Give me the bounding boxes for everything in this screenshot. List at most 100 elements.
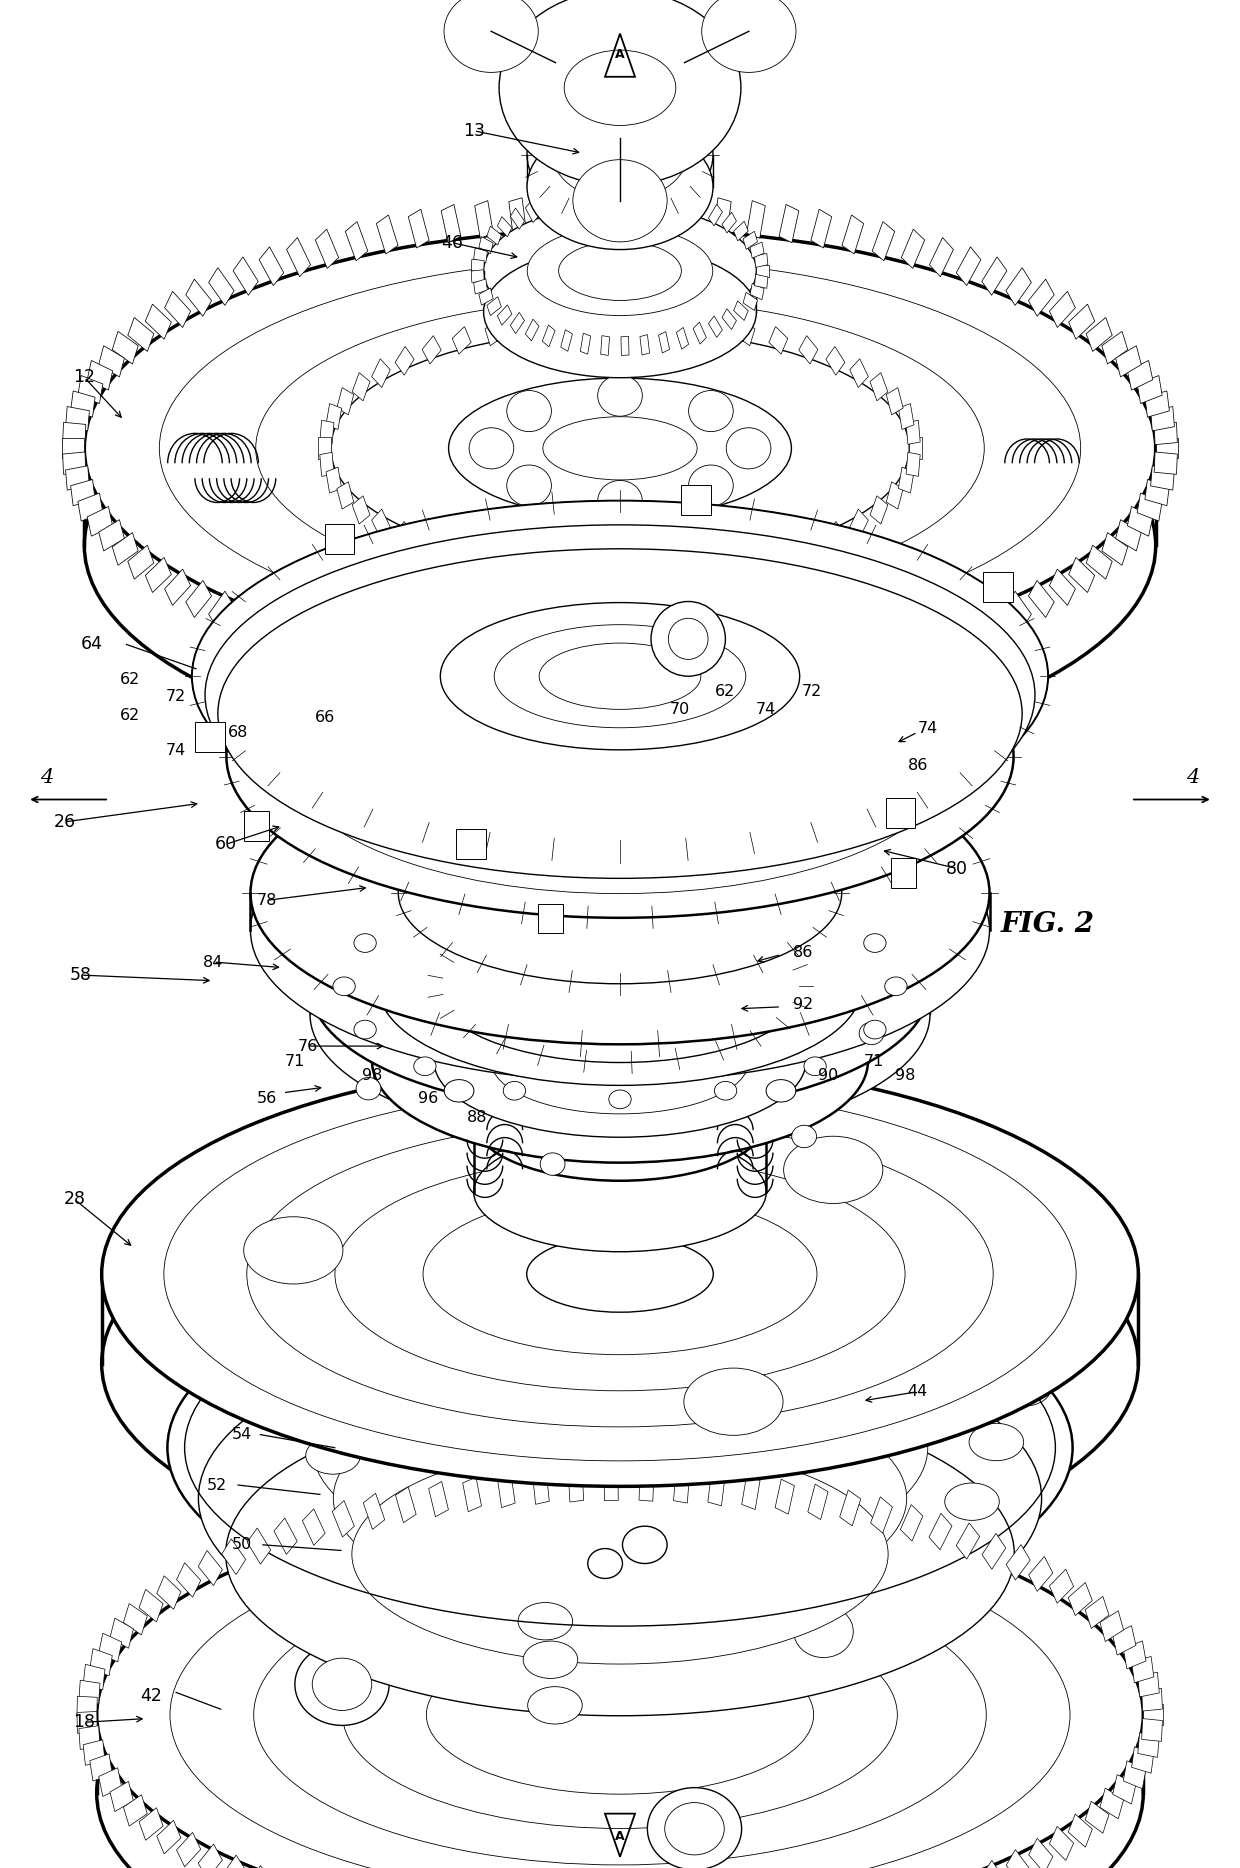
Polygon shape: [542, 194, 556, 217]
Polygon shape: [811, 209, 832, 248]
Polygon shape: [186, 278, 212, 316]
Polygon shape: [487, 226, 501, 245]
Polygon shape: [1102, 532, 1127, 566]
Text: A: A: [615, 49, 625, 60]
Text: 68: 68: [228, 725, 248, 740]
Ellipse shape: [804, 897, 826, 915]
Polygon shape: [580, 333, 590, 355]
Polygon shape: [1068, 1814, 1092, 1847]
Ellipse shape: [495, 624, 745, 729]
Ellipse shape: [794, 1605, 853, 1657]
Polygon shape: [1112, 1775, 1136, 1804]
Polygon shape: [842, 215, 864, 254]
Ellipse shape: [102, 1061, 1138, 1487]
Polygon shape: [1145, 480, 1169, 506]
Polygon shape: [600, 187, 610, 205]
Polygon shape: [1068, 1582, 1092, 1616]
Polygon shape: [621, 336, 629, 355]
Ellipse shape: [864, 934, 887, 953]
Ellipse shape: [804, 1057, 826, 1076]
Ellipse shape: [503, 1082, 526, 1100]
Ellipse shape: [205, 525, 1035, 865]
Ellipse shape: [598, 480, 642, 521]
Polygon shape: [508, 198, 526, 235]
Polygon shape: [849, 510, 868, 538]
Ellipse shape: [609, 863, 631, 882]
Polygon shape: [1127, 506, 1153, 536]
Ellipse shape: [449, 377, 791, 519]
Polygon shape: [640, 187, 650, 207]
Text: 44: 44: [908, 1384, 928, 1399]
Polygon shape: [508, 661, 526, 699]
Text: 4: 4: [41, 768, 53, 786]
Ellipse shape: [575, 125, 665, 185]
Polygon shape: [631, 310, 646, 331]
Text: 96: 96: [418, 1091, 438, 1106]
Polygon shape: [1116, 346, 1141, 377]
Polygon shape: [363, 1493, 384, 1530]
Polygon shape: [533, 1472, 549, 1504]
Polygon shape: [872, 635, 895, 674]
Polygon shape: [396, 1487, 417, 1522]
Text: 78: 78: [257, 893, 277, 908]
Text: 84: 84: [203, 955, 223, 969]
Polygon shape: [279, 646, 304, 676]
Text: 74: 74: [166, 743, 186, 758]
Ellipse shape: [444, 1080, 474, 1102]
Ellipse shape: [714, 1082, 737, 1100]
Ellipse shape: [97, 1500, 1143, 1868]
Text: 92: 92: [794, 998, 813, 1012]
Ellipse shape: [306, 1436, 361, 1474]
Polygon shape: [165, 291, 191, 327]
Ellipse shape: [997, 1369, 1052, 1407]
Polygon shape: [543, 196, 559, 232]
Text: A: A: [615, 1831, 625, 1842]
Polygon shape: [936, 646, 961, 676]
Text: 60: 60: [215, 835, 237, 854]
Ellipse shape: [226, 1394, 1014, 1715]
Polygon shape: [352, 372, 370, 402]
Ellipse shape: [528, 1687, 583, 1724]
Text: 56: 56: [257, 1091, 277, 1106]
Text: 4: 4: [1187, 768, 1199, 786]
Polygon shape: [703, 559, 720, 583]
Ellipse shape: [553, 110, 687, 200]
Polygon shape: [1137, 375, 1162, 403]
Polygon shape: [1156, 439, 1178, 458]
Polygon shape: [826, 521, 844, 551]
Polygon shape: [1143, 1704, 1163, 1726]
Polygon shape: [63, 452, 86, 474]
Polygon shape: [1069, 557, 1095, 592]
Text: 28: 28: [63, 1190, 86, 1209]
Polygon shape: [750, 284, 764, 299]
Polygon shape: [78, 375, 103, 403]
Polygon shape: [743, 232, 758, 248]
Ellipse shape: [257, 527, 983, 826]
Polygon shape: [714, 198, 732, 235]
Text: 90: 90: [818, 1068, 838, 1083]
Polygon shape: [1006, 1545, 1030, 1580]
Ellipse shape: [414, 897, 436, 915]
Ellipse shape: [573, 159, 667, 241]
Ellipse shape: [558, 241, 682, 301]
Text: 72: 72: [802, 684, 822, 699]
Polygon shape: [839, 1491, 861, 1526]
Polygon shape: [538, 904, 563, 934]
Polygon shape: [83, 1739, 105, 1765]
Polygon shape: [1086, 318, 1112, 351]
Ellipse shape: [353, 934, 376, 953]
Polygon shape: [693, 321, 707, 344]
Text: 58: 58: [69, 966, 92, 984]
Ellipse shape: [250, 779, 990, 1082]
Text: 86: 86: [908, 758, 928, 773]
Polygon shape: [99, 346, 124, 377]
Polygon shape: [956, 247, 981, 286]
Polygon shape: [376, 643, 398, 682]
Polygon shape: [811, 648, 832, 687]
Polygon shape: [326, 403, 342, 430]
Ellipse shape: [791, 1125, 816, 1147]
Text: 50: 50: [232, 1537, 252, 1552]
Polygon shape: [734, 220, 748, 241]
Polygon shape: [901, 628, 925, 667]
Polygon shape: [485, 319, 503, 346]
